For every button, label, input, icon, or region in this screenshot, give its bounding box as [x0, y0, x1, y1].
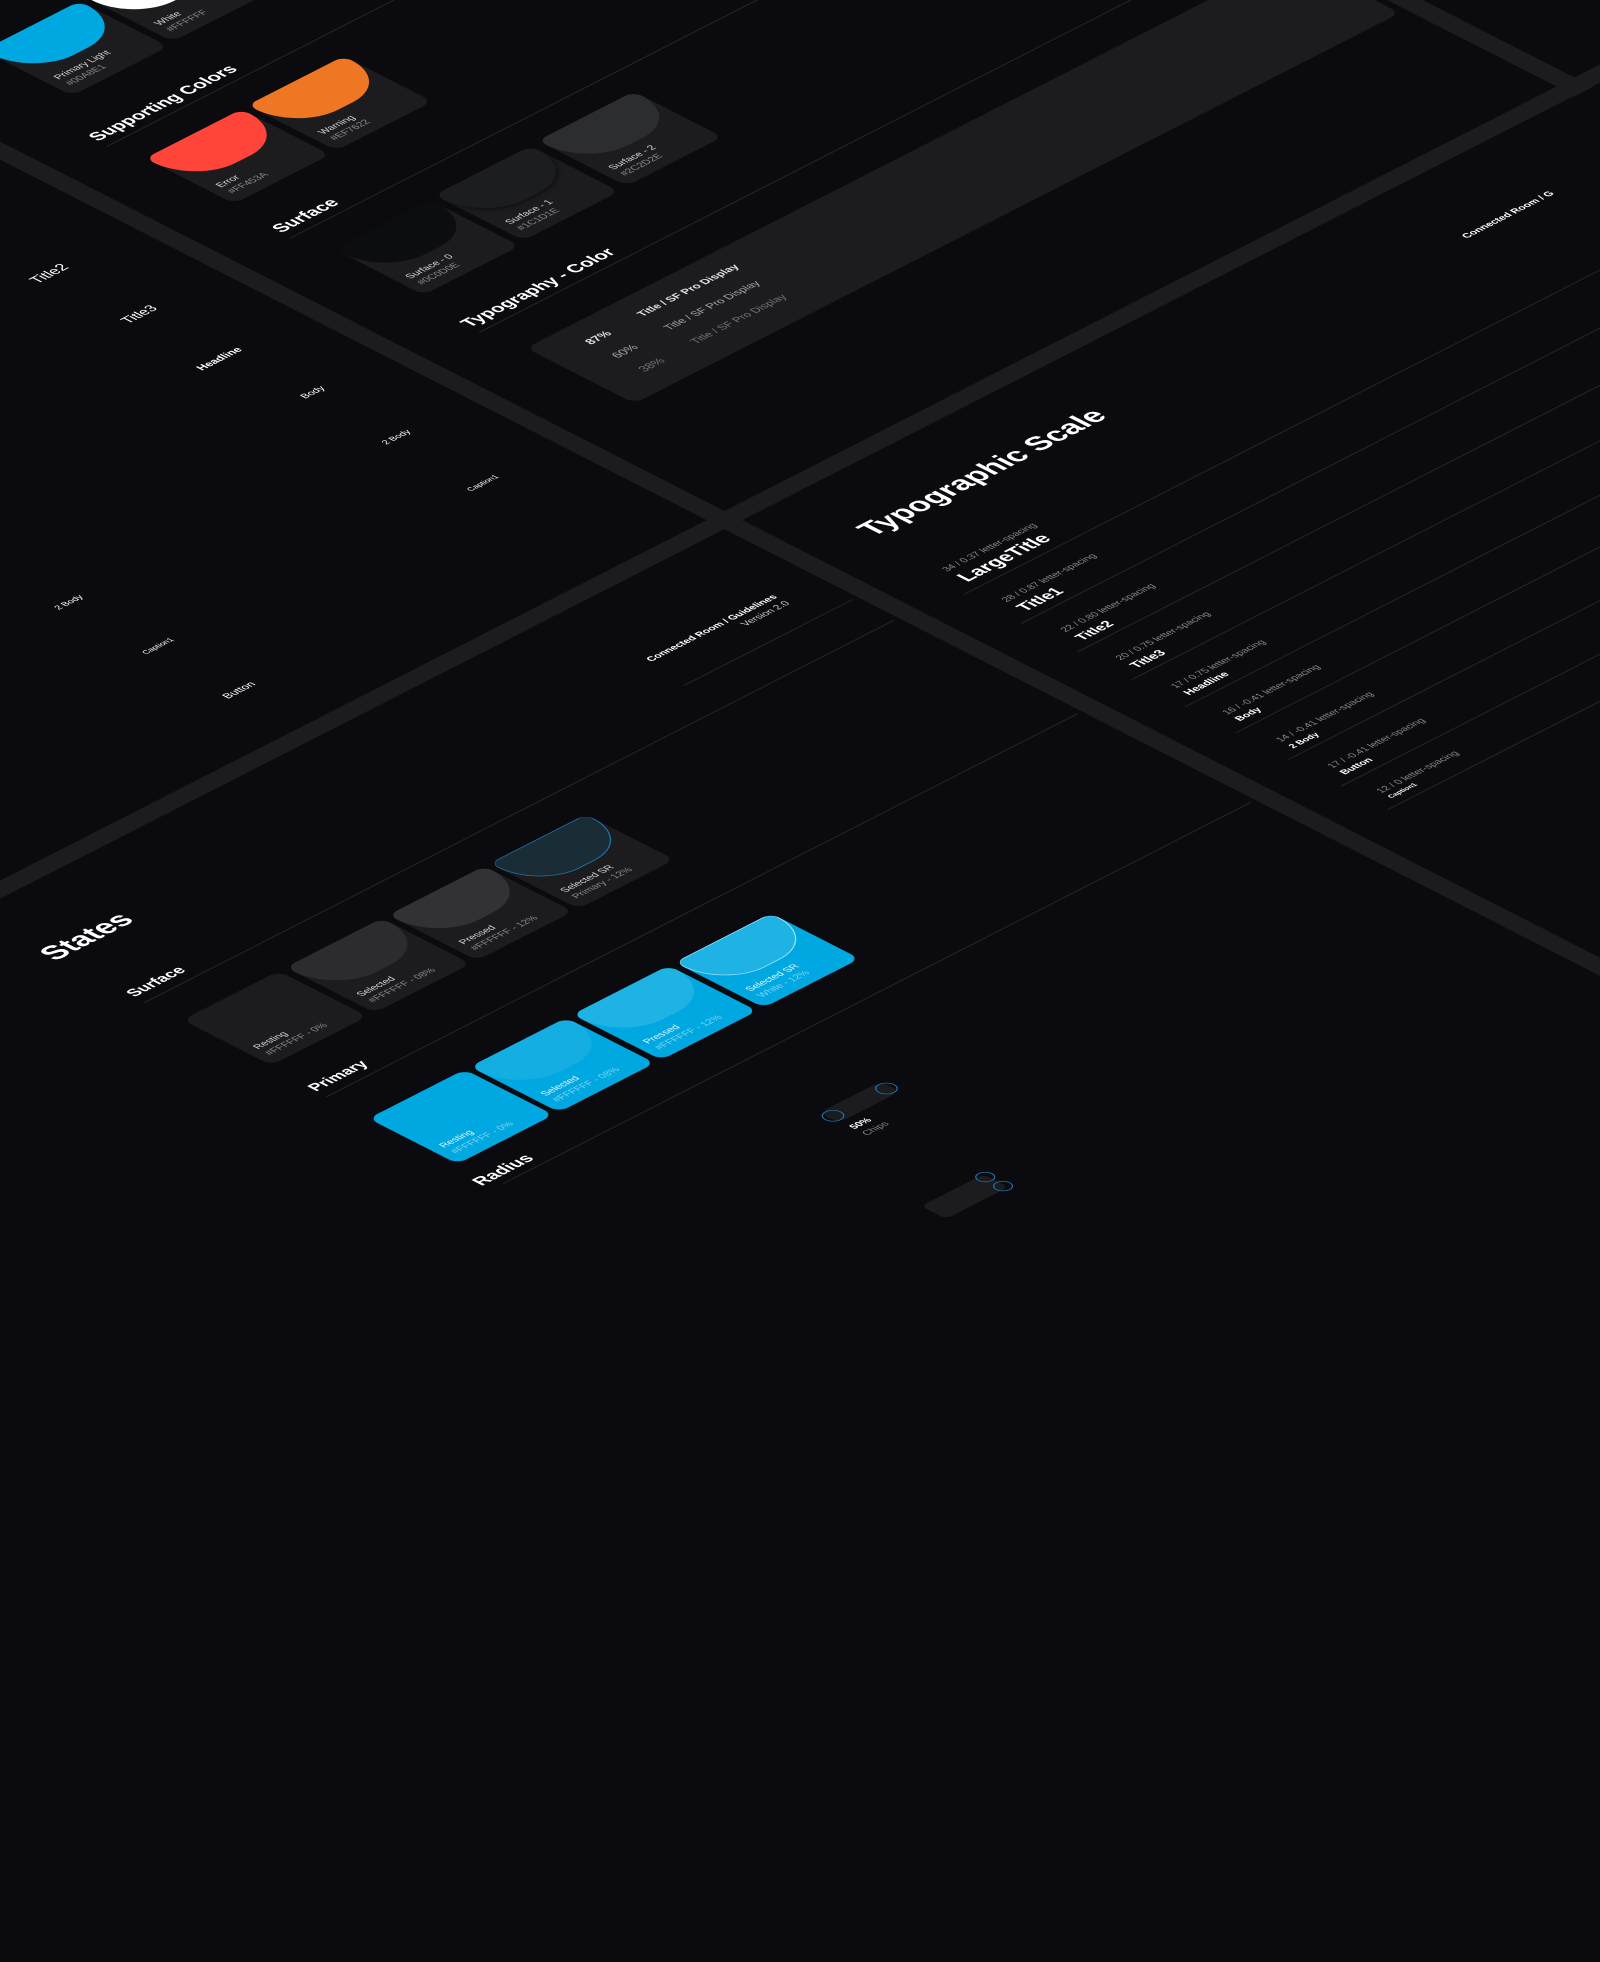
guidelines-header-top: Connected Room / G: [1460, 190, 1558, 240]
radius-corner-icon: [870, 1080, 903, 1097]
scale-spec: 14 / -0.41 letter-spacing: [1273, 690, 1377, 744]
scale-divider: [1386, 264, 1600, 811]
scale-divider: [1235, 187, 1600, 734]
type-sample-title2: Title2: [25, 261, 74, 286]
scale-spec: 17 / -0.41 letter-spacing: [1325, 717, 1429, 770]
sample-38: Title / SF Pro Display: [687, 293, 791, 346]
swatch-color: [247, 56, 394, 131]
states-title: States: [32, 908, 142, 965]
button-radius-sample: [921, 1169, 1018, 1219]
opacity-87: 87%: [581, 328, 616, 347]
type-sample-2-body: 2 Body: [379, 428, 413, 446]
type-sample-caption1: Caption1: [464, 473, 502, 493]
opacity-60: 60%: [607, 342, 642, 360]
chip-sample: [817, 1080, 903, 1124]
typography-color-panel: 87% Title / SF Pro Display 60% Title / S…: [525, 0, 1400, 404]
swatch-color: [0, 1, 130, 76]
type-sample-headline: Headline: [194, 345, 246, 373]
type-sample-body: Body: [298, 384, 329, 401]
scale-spec: 12 / 0 letter-spacing: [1374, 749, 1463, 795]
type-sample-2-body-lower: 2 Body: [51, 593, 86, 611]
opacity-38: 38%: [634, 356, 669, 374]
type-sample-button: Button: [219, 680, 259, 701]
section-name: / G: [1535, 190, 1558, 202]
sample-60: Title / SF Pro Display: [661, 279, 764, 332]
swatch-color: [145, 109, 292, 184]
radius-corner-icon: [817, 1107, 850, 1124]
type-sample-title3: Title3: [116, 302, 161, 326]
scale-spec: 16 / -0.41 letter-spacing: [1220, 663, 1324, 717]
type-sample-caption1-lower: Caption1: [139, 636, 177, 656]
sample-87: Title / SF Pro Display: [634, 263, 743, 319]
scale-divider: [1076, 106, 1600, 653]
project-name: Connected Room: [1459, 197, 1544, 240]
version-label: Version 2.0: [738, 600, 793, 628]
radius-corner-icon: [988, 1178, 1018, 1194]
scale-divider: [1131, 134, 1600, 680]
